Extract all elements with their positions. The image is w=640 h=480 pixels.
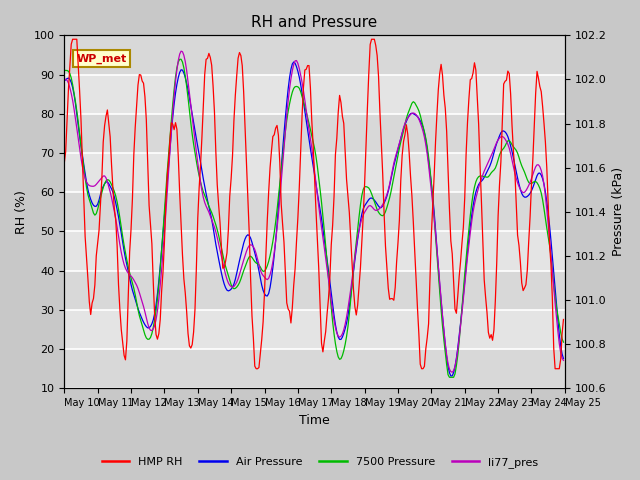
Bar — [64, 114, 565, 153]
Y-axis label: Pressure (kPa): Pressure (kPa) — [612, 167, 625, 256]
X-axis label: Time: Time — [299, 414, 330, 427]
Bar — [64, 271, 565, 310]
Bar — [64, 74, 565, 114]
Y-axis label: RH (%): RH (%) — [15, 190, 28, 234]
Bar — [64, 192, 565, 231]
Bar — [64, 231, 565, 271]
Bar — [64, 36, 565, 74]
Text: WP_met: WP_met — [77, 54, 127, 64]
Bar — [64, 153, 565, 192]
Bar — [64, 349, 565, 388]
Bar — [64, 310, 565, 349]
Legend: HMP RH, Air Pressure, 7500 Pressure, li77_pres: HMP RH, Air Pressure, 7500 Pressure, li7… — [97, 452, 543, 472]
Title: RH and Pressure: RH and Pressure — [252, 15, 378, 30]
